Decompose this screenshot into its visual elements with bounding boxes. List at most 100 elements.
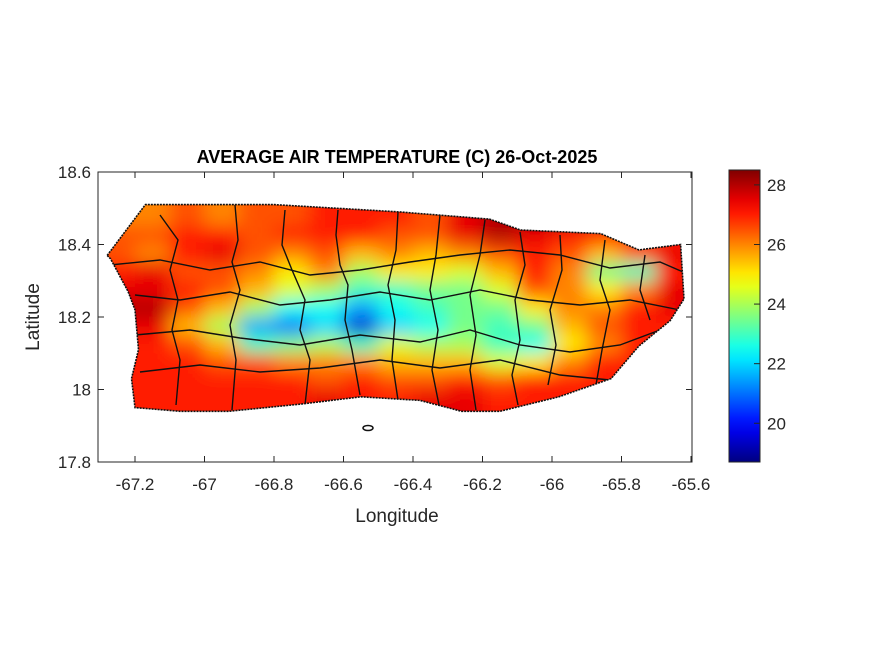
heat-cell: [135, 389, 171, 412]
heat-cell: [308, 226, 345, 246]
heat-cell: [308, 244, 345, 264]
heat-cell: [552, 317, 588, 337]
heat-cell: [239, 335, 275, 355]
heat-cell: [274, 204, 310, 228]
heat-cell: [308, 371, 345, 391]
heat-cell: [169, 298, 206, 318]
heat-cell: [586, 317, 623, 337]
heat-cell: [482, 298, 519, 318]
heat-cell: [308, 298, 345, 318]
colorbar-tick-label: 20: [767, 414, 786, 433]
heat-cell: [447, 317, 484, 337]
x-tick-label: -66.8: [255, 475, 294, 494]
heat-cell: [586, 280, 623, 300]
heat-cell: [135, 353, 171, 373]
heat-cell: [239, 204, 275, 228]
heat-cell: [274, 280, 310, 300]
y-tick-label: 18.2: [58, 308, 91, 327]
boundary-line: [547, 234, 563, 386]
municipal-boundaries: [109, 204, 684, 411]
heat-cell: [447, 353, 484, 373]
heat-cell: [517, 371, 553, 391]
heat-cell: [107, 244, 136, 264]
heat-cell: [482, 353, 519, 373]
heat-cell: [343, 262, 380, 282]
heat-cell: [135, 262, 171, 282]
heat-cell: [447, 335, 484, 355]
heat-cell: [135, 298, 171, 318]
heat-cell: [447, 298, 484, 318]
heat-cell: [517, 335, 553, 355]
heat-cell: [378, 244, 414, 264]
heat-cell: [135, 204, 171, 228]
heat-cell: [378, 262, 414, 282]
heat-cell: [274, 226, 310, 246]
heat-cell: [274, 317, 310, 337]
heat-cell: [413, 298, 449, 318]
heat-cell: [274, 353, 310, 373]
heat-cell: [169, 389, 206, 412]
heat-cell: [135, 280, 171, 300]
heat-cell: [413, 335, 449, 355]
heat-cell: [447, 262, 484, 282]
heat-cell: [169, 353, 206, 373]
heat-cell: [482, 226, 519, 246]
x-tick-label: -65.6: [672, 475, 711, 494]
heat-cell: [204, 335, 241, 355]
heat-cell: [239, 371, 275, 391]
heat-cell: [552, 262, 588, 282]
heat-cell: [169, 317, 206, 337]
heat-cell: [447, 371, 484, 391]
small-island: [362, 424, 374, 432]
heat-cell: [482, 244, 519, 264]
heat-cell: [204, 298, 241, 318]
x-tick-label: -67: [192, 475, 217, 494]
colorbar-tick-label: 22: [767, 355, 786, 374]
heat-cell: [239, 298, 275, 318]
heat-cell: [135, 335, 171, 355]
heat-cell: [239, 226, 275, 246]
heat-cell: [343, 244, 380, 264]
boundary-line: [469, 219, 486, 411]
heat-cell: [621, 244, 658, 264]
heat-cell: [482, 335, 519, 355]
heat-cell: [413, 371, 449, 391]
heat-cell: [552, 335, 588, 355]
boundary-line: [639, 254, 651, 321]
heat-cell: [621, 317, 658, 337]
heat-cell: [308, 280, 345, 300]
boundary-line: [511, 231, 526, 406]
heat-cell: [308, 204, 345, 228]
heat-cell: [135, 226, 171, 246]
heat-cell: [239, 353, 275, 373]
heat-cell: [343, 298, 380, 318]
boundary-line: [595, 239, 611, 386]
heat-cell: [204, 262, 241, 282]
x-axis: -67.2 -67 -66.8 -66.6 -66.4 -66.2 -66 -65.8 -65.…: [116, 172, 711, 494]
heat-cell: [413, 226, 449, 246]
heat-cell: [274, 244, 310, 264]
heat-cell: [447, 389, 484, 412]
boundary-line: [335, 209, 361, 396]
heat-cell: [239, 317, 275, 337]
heat-cell: [656, 244, 684, 264]
x-axis-label: Longitude: [355, 506, 438, 527]
heat-cell: [552, 298, 588, 318]
heat-cell: [413, 317, 449, 337]
heat-cell: [308, 317, 345, 337]
heat-cell: [586, 262, 623, 282]
heat-cell: [656, 280, 684, 300]
heat-cell: [343, 226, 380, 246]
y-tick-label: 18: [72, 381, 91, 400]
chart-title: AVERAGE AIR TEMPERATURE (C) 26-Oct-2025: [197, 147, 598, 167]
heat-cell: [517, 226, 553, 246]
heat-cell: [378, 280, 414, 300]
boundary-line: [229, 204, 241, 411]
boundary-line: [429, 214, 441, 411]
heat-cell: [517, 298, 553, 318]
heat-cell: [413, 262, 449, 282]
heat-cell: [482, 389, 519, 412]
heat-cell: [621, 262, 658, 282]
y-tick-label: 18.4: [58, 236, 91, 255]
